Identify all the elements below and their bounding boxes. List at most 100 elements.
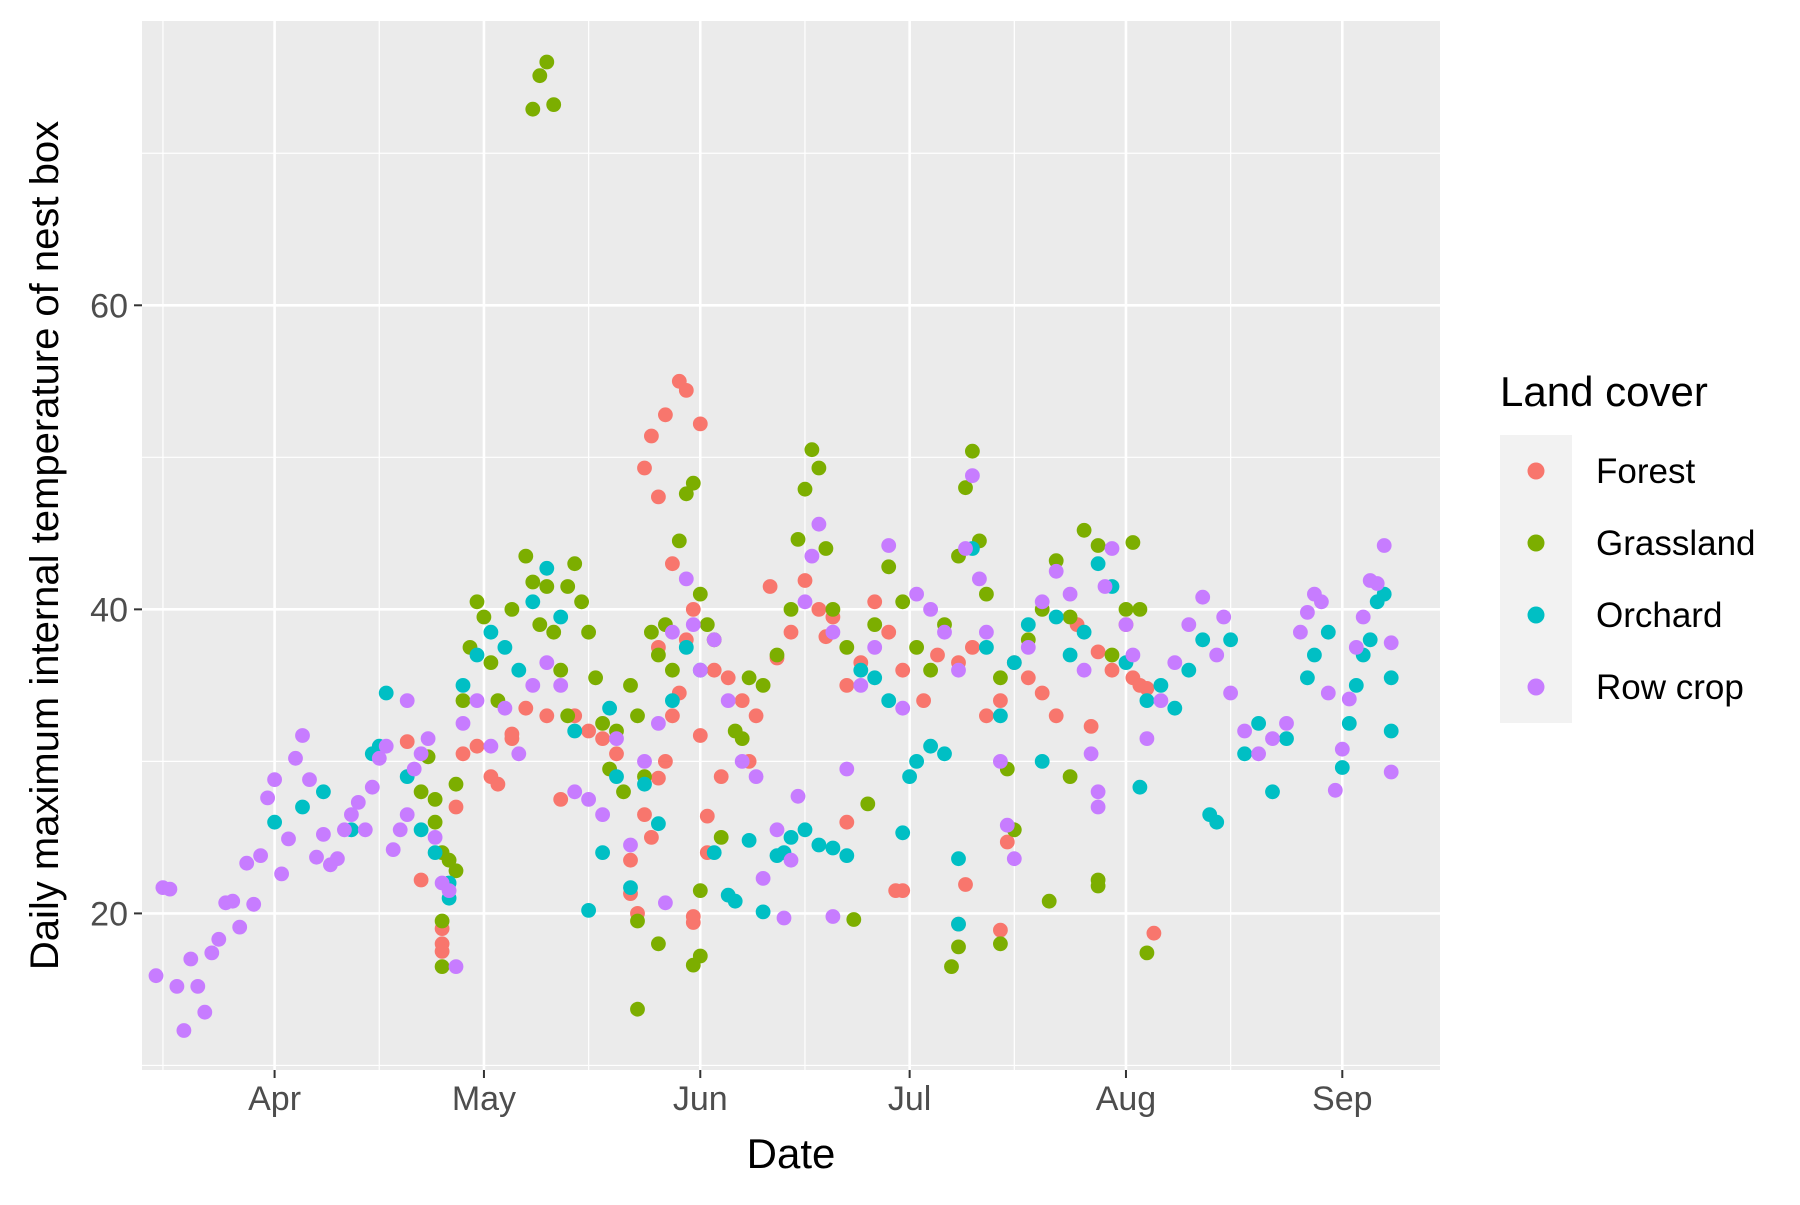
data-point [637, 776, 652, 792]
data-point [532, 68, 548, 84]
data-point [581, 792, 596, 807]
data-point [665, 708, 680, 724]
data-point [350, 795, 366, 810]
data-point [337, 822, 352, 838]
data-point [999, 817, 1015, 833]
data-point [1153, 693, 1169, 708]
plot-panel [142, 21, 1440, 1070]
data-point [316, 827, 331, 842]
axis-ticks [134, 304, 1344, 1078]
data-point [190, 979, 206, 994]
data-point [1048, 563, 1064, 579]
data-point [1090, 556, 1106, 572]
data-point [1181, 662, 1197, 678]
data-point [665, 624, 680, 640]
data-point [762, 579, 778, 594]
data-point [497, 640, 513, 655]
data-point [846, 912, 862, 927]
data-point [706, 662, 722, 678]
x-tick-label: May [452, 1080, 516, 1118]
data-point [937, 746, 952, 762]
data-point [1020, 670, 1036, 686]
data-point [630, 913, 645, 929]
x-tick-label: Jun [673, 1080, 728, 1118]
data-point [1314, 594, 1329, 610]
data-point [867, 594, 883, 610]
data-point [546, 624, 562, 640]
data-point [804, 442, 820, 458]
data-point [1369, 576, 1385, 591]
data-point [1020, 617, 1036, 632]
data-point [295, 728, 310, 743]
data-point [685, 915, 701, 930]
data-point [1090, 799, 1106, 815]
data-point [1090, 644, 1106, 660]
data-point [651, 816, 666, 832]
data-point [483, 655, 499, 670]
data-point [1097, 579, 1113, 594]
data-point [232, 919, 248, 935]
data-point [895, 662, 911, 678]
data-point [881, 538, 897, 553]
data-point [637, 754, 652, 769]
data-point [658, 754, 673, 769]
data-point [839, 814, 855, 830]
data-point [378, 738, 394, 754]
data-point [511, 662, 527, 678]
data-point [839, 678, 855, 693]
data-point [274, 866, 289, 882]
data-point [1076, 624, 1092, 640]
data-point [630, 708, 645, 724]
legend-label: Grassland [1596, 524, 1756, 563]
data-point [518, 548, 534, 564]
data-point [413, 822, 429, 838]
data-point [839, 848, 855, 863]
legend-items: Forest Grassland Orchard Row crop [1527, 452, 1756, 707]
data-point [1251, 746, 1266, 762]
data-point [1083, 719, 1099, 734]
legend-key [1527, 678, 1545, 696]
data-point [944, 959, 959, 974]
data-point [665, 662, 680, 678]
data-point [609, 746, 624, 762]
data-point [581, 723, 596, 739]
x-tick-label: Aug [1096, 1080, 1157, 1118]
data-point [965, 640, 980, 655]
data-point [923, 602, 938, 617]
data-point [699, 617, 715, 632]
data-point [469, 594, 485, 610]
data-point [504, 726, 520, 742]
data-point [881, 559, 897, 575]
data-point [797, 573, 813, 588]
data-point [867, 670, 883, 686]
data-point [783, 602, 799, 617]
data-point [1083, 746, 1099, 762]
data-point [958, 877, 973, 892]
data-point [176, 1023, 192, 1038]
data-point [909, 754, 924, 769]
data-point [853, 678, 869, 693]
data-point [260, 790, 275, 806]
data-point [867, 617, 883, 632]
data-point [651, 489, 666, 505]
data-point [567, 784, 583, 800]
data-point [1300, 605, 1315, 620]
data-point [1334, 741, 1350, 757]
legend-key-background [1500, 435, 1572, 723]
data-point [553, 792, 569, 807]
data-point [909, 640, 924, 655]
y-tick-label: 40 [90, 591, 128, 629]
data-point [553, 662, 569, 678]
data-point [1146, 925, 1162, 941]
data-point [553, 678, 569, 693]
data-point [1034, 685, 1050, 701]
data-point [441, 852, 457, 868]
data-point [455, 678, 471, 693]
data-point [741, 833, 757, 848]
data-point [790, 532, 806, 547]
data-point [727, 893, 743, 909]
data-point [1118, 617, 1134, 632]
data-point [1327, 782, 1343, 798]
data-point [720, 693, 736, 708]
